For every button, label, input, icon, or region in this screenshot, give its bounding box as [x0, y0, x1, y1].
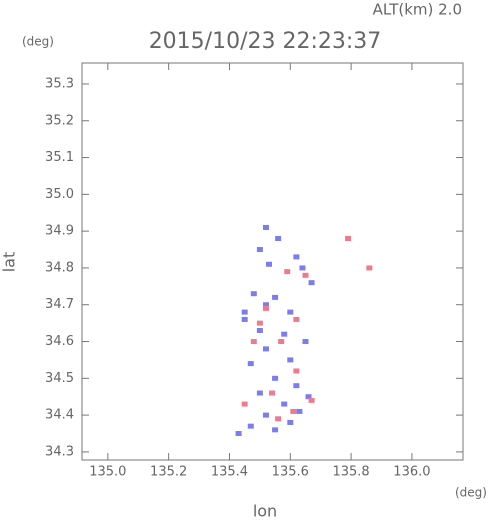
- plot-frame: [81, 62, 464, 461]
- x-tick-label: 136.0: [393, 465, 430, 480]
- radar-cell: [262, 346, 269, 352]
- radar-cell: [241, 316, 248, 322]
- y-unit: (deg): [22, 35, 54, 49]
- x-tick-label: 135.8: [332, 465, 369, 480]
- radar-cell: [299, 265, 306, 271]
- radar-cell: [293, 316, 300, 322]
- radar-cell: [250, 339, 257, 345]
- radar-cell: [278, 339, 285, 345]
- y-tick-label: 34.5: [45, 371, 74, 386]
- y-tick-label: 34.3: [45, 444, 74, 459]
- radar-cell: [308, 280, 315, 286]
- radar-cell: [247, 423, 254, 429]
- radar-cell: [256, 327, 263, 333]
- y-tick-label: 34.8: [45, 260, 74, 275]
- radar-cell: [256, 247, 263, 253]
- radar-cell: [284, 269, 291, 275]
- radar-cell: [302, 272, 309, 278]
- radar-cell: [275, 236, 282, 242]
- y-tick-label: 35.1: [45, 150, 74, 165]
- radar-cell: [272, 427, 279, 433]
- radar-cell: [287, 357, 294, 363]
- radar-cell: [308, 397, 315, 403]
- radar-cell: [275, 416, 282, 422]
- x-tick-label: 135.0: [89, 465, 126, 480]
- radar-cell: [250, 291, 257, 297]
- radar-cell: [296, 408, 303, 414]
- y-tick-label: 35.3: [45, 76, 74, 91]
- y-tick-label: 34.4: [45, 408, 74, 423]
- radar-cell: [241, 309, 248, 315]
- subtitle: ALT(km) 2.0: [373, 1, 462, 19]
- y-tick-label: 35.0: [45, 187, 74, 202]
- radar-cell: [290, 408, 297, 414]
- y-axis-label: lat: [0, 252, 19, 273]
- x-tick-label: 135.6: [272, 465, 309, 480]
- radar-cell: [302, 339, 309, 345]
- radar-cell: [266, 261, 273, 267]
- radar-cell: [293, 368, 300, 374]
- radar-cell: [262, 302, 269, 308]
- radar-cell: [241, 401, 248, 407]
- radar-cell: [305, 394, 312, 400]
- radar-cell: [272, 294, 279, 300]
- radar-cell: [287, 309, 294, 315]
- radar-cell: [366, 265, 373, 271]
- x-tick-label: 135.4: [211, 465, 248, 480]
- y-tick-label: 34.7: [45, 297, 74, 312]
- y-tick-label: 34.6: [45, 334, 74, 349]
- x-axis-label: lon: [253, 502, 277, 521]
- radar-cell: [281, 401, 288, 407]
- radar-cell: [256, 390, 263, 396]
- radar-cell: [281, 331, 288, 337]
- x-tick-label: 135.2: [150, 465, 187, 480]
- radar-cell: [293, 383, 300, 389]
- radar-cell: [272, 375, 279, 381]
- radar-cell: [235, 431, 242, 437]
- radar-cell: [262, 305, 269, 311]
- radar-cell: [247, 361, 254, 367]
- radar-cell: [287, 419, 294, 425]
- radar-cell: [345, 236, 352, 242]
- chart-title: 2015/10/23 22:23:37: [149, 29, 382, 54]
- radar-cell: [256, 320, 263, 326]
- radar-cell: [262, 224, 269, 230]
- radar-cell: [269, 390, 276, 396]
- radar-cell: [262, 412, 269, 418]
- y-tick-label: 34.9: [45, 224, 74, 239]
- x-unit: (deg): [455, 486, 487, 500]
- y-tick-label: 35.2: [45, 113, 74, 128]
- radar-cell: [293, 254, 300, 260]
